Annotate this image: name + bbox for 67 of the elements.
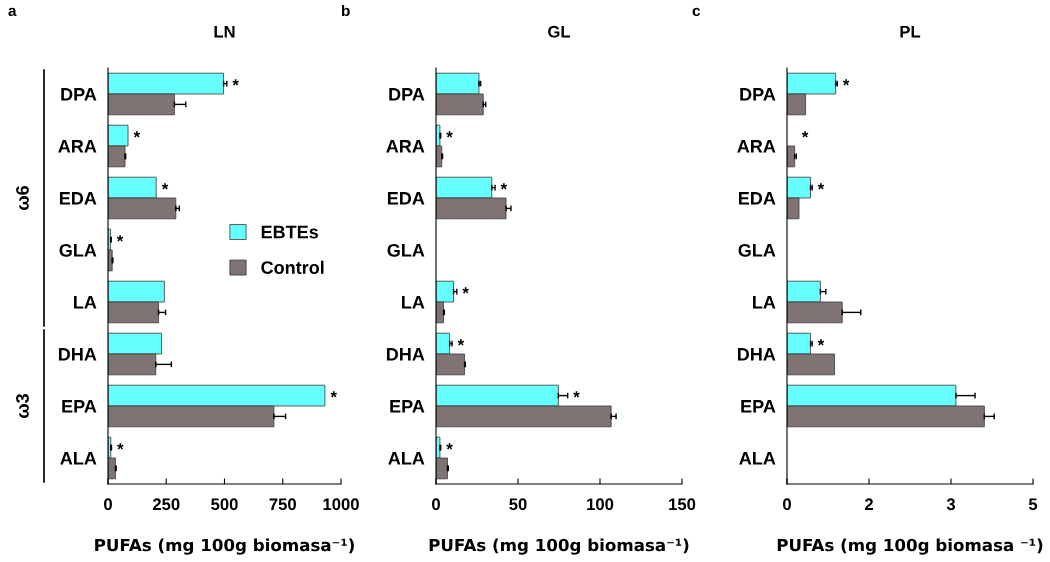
y-tick-label: DHA	[737, 348, 776, 361]
y-tick-label: ARA	[386, 140, 425, 153]
annotation: *	[446, 443, 453, 450]
annotation: *	[462, 287, 469, 294]
y-tick-label: GLA	[738, 243, 776, 257]
annotation: *	[457, 339, 465, 346]
y-tick-label: DHA	[58, 348, 97, 361]
x-tick-label: 0	[432, 498, 440, 511]
legend-label: EBTEs	[261, 225, 319, 239]
x-axis-title: PUFAs (mg 100g biomasa⁻¹)	[95, 538, 354, 555]
y-tick-label: DPA	[740, 88, 776, 101]
y-tick-label: GLA	[387, 243, 425, 257]
x-axis-title: PUFAs (mg 100g biomasa⁻¹)	[429, 538, 689, 555]
y-tick-label: ALA	[739, 452, 776, 465]
annotation: *	[232, 79, 239, 86]
x-tick-label: 100	[587, 498, 614, 511]
annotation: *	[330, 391, 337, 398]
text: ω6	[16, 186, 29, 210]
text: b	[342, 4, 350, 17]
x-tick-label: 0	[104, 498, 112, 511]
annotation: *	[446, 131, 453, 138]
chart-title: LN	[214, 25, 235, 38]
annotation: *	[842, 79, 850, 86]
x-tick-label: 150	[669, 498, 696, 511]
x-tick-label: 500	[211, 498, 238, 511]
y-tick-label: EDA	[738, 192, 776, 205]
text: c	[692, 7, 701, 17]
annotation: *	[500, 183, 508, 190]
chart-title: PL	[900, 25, 921, 38]
x-tick-label: 0	[783, 498, 791, 511]
x-tick-label: 3	[946, 498, 956, 511]
x-tick-label: 1000	[323, 498, 359, 511]
y-tick-label: EDA	[59, 192, 97, 205]
annotation: *	[817, 183, 825, 190]
x-tick-label: 250	[152, 498, 180, 511]
y-tick-label: DHA	[386, 348, 425, 361]
annotation: *	[573, 391, 580, 398]
x-tick-label: 5	[1028, 498, 1038, 511]
y-tick-label: LA	[74, 296, 97, 309]
legend-label: Control	[261, 260, 324, 274]
y-tick-label: EPA	[62, 400, 97, 413]
annotation: *	[161, 183, 169, 190]
x-tick-label: 50	[509, 498, 527, 511]
y-tick-label: ARA	[737, 140, 776, 153]
x-tick-label: 2	[864, 498, 873, 510]
annotation: *	[817, 339, 825, 346]
y-tick-label: LA	[402, 296, 425, 309]
text: a	[8, 7, 17, 17]
y-tick-label: ALA	[60, 452, 97, 465]
bar	[787, 145, 796, 168]
y-tick-label: GLA	[59, 243, 97, 257]
x-tick-label: 750	[269, 498, 296, 511]
y-tick-label: DPA	[61, 88, 97, 101]
annotation: *	[133, 131, 141, 138]
y-tick-label: ARA	[58, 140, 97, 153]
x-axis-title: PUFAs (mg 100g biomasa ⁻¹)	[777, 538, 1043, 555]
annotation: *	[117, 443, 124, 450]
y-tick-label: EPA	[741, 400, 776, 413]
annotation: *	[116, 235, 124, 242]
y-tick-label: LA	[753, 296, 776, 309]
chart-title: GL	[548, 25, 571, 38]
annotation: *	[801, 131, 809, 138]
text: ω3	[16, 394, 29, 418]
y-tick-label: DPA	[389, 88, 425, 101]
y-tick-label: EPA	[390, 400, 425, 413]
y-tick-label: EDA	[387, 192, 425, 205]
y-tick-label: ALA	[388, 452, 425, 465]
